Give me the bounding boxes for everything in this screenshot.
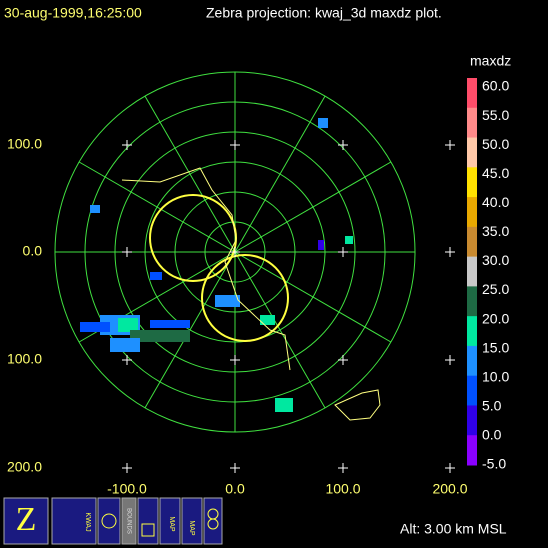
color-swatch: [467, 78, 477, 109]
altitude: Alt: 3.00 km MSL: [400, 521, 507, 537]
x-label: 100.0: [325, 481, 360, 497]
color-swatch: [467, 107, 477, 139]
x-label: 0.0: [225, 481, 245, 497]
icon-label: BOUNDS: [125, 508, 131, 534]
icon-label: MAP: [188, 520, 195, 536]
colorbar-title: maxdz: [470, 53, 511, 69]
colorbar-label: 45.0: [482, 165, 509, 181]
color-swatch: [467, 435, 477, 466]
icon-bar: Z KWAJ BOUNDS MAP MAP: [3, 497, 223, 545]
icon[interactable]: [159, 497, 181, 545]
color-swatch: [467, 137, 477, 168]
title: Zebra projection: kwaj_3d maxdz plot.: [206, 5, 442, 21]
color-swatch: [467, 345, 477, 377]
color-swatch: [467, 286, 477, 317]
colorbar-label: 20.0: [482, 310, 509, 326]
x-label: -100.0: [107, 481, 147, 497]
y-label: 200.0: [7, 459, 42, 475]
x-label: 200.0: [432, 481, 467, 497]
colorbar-label: 55.0: [482, 107, 509, 123]
colorbar-label: 60.0: [482, 78, 509, 94]
color-swatch: [467, 316, 477, 347]
colorbar-label: 50.0: [482, 136, 509, 152]
icon[interactable]: [137, 497, 159, 545]
colorbar: 60.0 55.0 50.0 45.0 40.0 35.0 30.0 25.0 20.0 15.0…: [467, 78, 509, 472]
color-swatch: [467, 197, 477, 228]
colorbar-label: -5.0: [482, 456, 506, 472]
icon[interactable]: [3, 497, 49, 545]
colorbar-label: 40.0: [482, 194, 509, 210]
color-swatch: [467, 375, 477, 406]
icon[interactable]: [181, 497, 203, 545]
y-label: 0.0: [23, 243, 43, 259]
icon-label: Z: [16, 501, 37, 538]
icon[interactable]: [51, 497, 97, 545]
y-label: 100.0: [7, 136, 42, 152]
time: 30-aug-1999,16:25:00: [4, 5, 142, 21]
colorbar-label: 5.0: [482, 398, 502, 414]
icon[interactable]: [203, 497, 223, 545]
color-swatch: [467, 405, 477, 436]
icon[interactable]: [97, 497, 121, 545]
colorbar-label: 25.0: [482, 281, 509, 297]
y-label: 100.0: [7, 351, 42, 367]
axis-labels: 100.0 0.0 100.0 200.0 -100.0 0.0 100.0 200.0: [7, 136, 468, 497]
colorbar-label: 10.0: [482, 368, 509, 384]
icon-label: MAP: [168, 516, 175, 532]
coastline: [121, 167, 381, 421]
colorbar-label: 15.0: [482, 339, 509, 355]
colorbar-label: 0.0: [482, 427, 502, 443]
color-swatch: [467, 167, 477, 198]
colorbar-label: 35.0: [482, 223, 509, 239]
color-swatch: [467, 226, 477, 258]
icon-label: KWAJ: [84, 512, 91, 531]
icon[interactable]: [121, 497, 137, 545]
echoes: [80, 118, 353, 412]
colorbar-label: 30.0: [482, 252, 509, 268]
color-swatch: [467, 256, 477, 287]
